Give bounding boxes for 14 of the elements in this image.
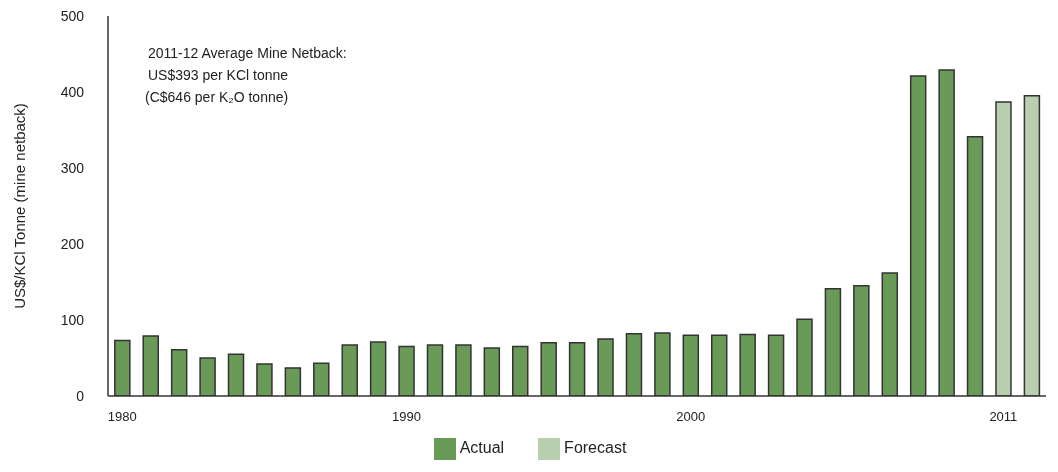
y-tick-label: 500 [60, 7, 85, 24]
y-tick-label: 0 [76, 387, 85, 404]
x-tick-label: 1990 [391, 409, 421, 425]
y-tick-label: 300 [60, 159, 85, 176]
legend-label: Actual [459, 439, 505, 457]
y-tick-label: 100 [60, 311, 85, 328]
x-tick-label: 2000 [676, 409, 706, 425]
y-tick-label: 400 [60, 83, 85, 100]
legend-label: Forecast [564, 439, 627, 457]
x-tick-label: 2011 [989, 409, 1018, 425]
x-tick-label: 1980 [107, 409, 137, 425]
y-tick-label: 200 [60, 235, 85, 252]
annotation: 2011-12 Average Mine Netback: US$393 per KCl tonne (C$646 per K₂O tonne) [145, 45, 347, 105]
y-axis-title: US$/KCl Tonne (mine netback) [11, 103, 29, 309]
